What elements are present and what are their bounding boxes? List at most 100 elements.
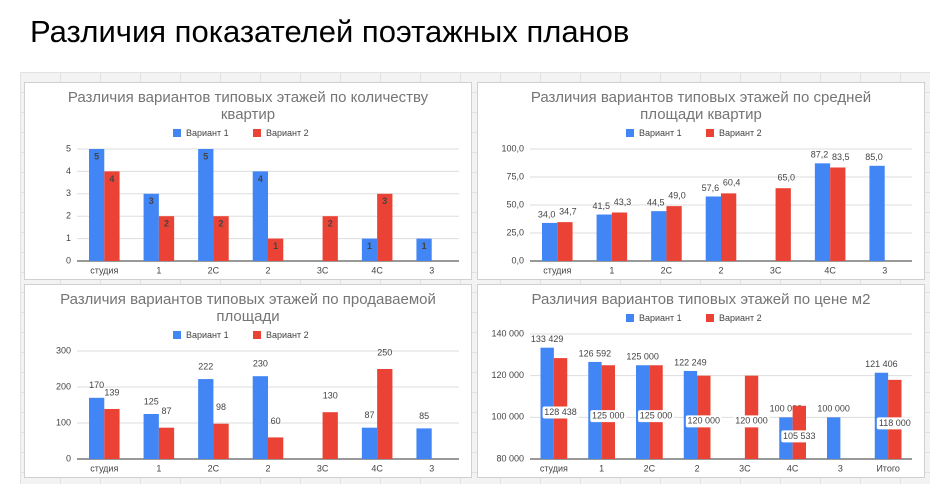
data-label: 120 000 <box>688 416 721 426</box>
legend-swatch <box>706 314 714 322</box>
chart-title: Различия вариантов типовых этажей по про… <box>60 291 436 325</box>
legend-label: Вариант 1 <box>639 313 682 323</box>
x-tick-label: 1 <box>609 265 614 275</box>
x-tick-label: 2 <box>718 265 723 275</box>
y-tick-label: 0 <box>66 453 71 463</box>
bar <box>814 163 831 261</box>
data-label: 125 <box>144 396 159 406</box>
bar <box>361 427 378 459</box>
data-label: 100 000 <box>770 404 803 414</box>
data-label: 3 <box>382 196 387 206</box>
bar <box>869 165 885 261</box>
bar <box>542 222 558 261</box>
bar <box>213 216 229 261</box>
data-label: 5 <box>94 151 99 161</box>
data-label: 85,0 <box>865 152 883 162</box>
legend-label: Вариант 2 <box>719 128 762 138</box>
x-tick-label: 2С <box>208 265 220 275</box>
data-label: 41,5 <box>592 201 610 211</box>
y-tick-label: 300 <box>56 345 71 355</box>
y-tick-label: 25,0 <box>506 227 524 237</box>
y-tick-label: 100 000 <box>491 412 524 422</box>
data-label: 118 000 <box>879 418 911 428</box>
bar <box>540 347 554 459</box>
y-tick-label: 2 <box>66 211 71 221</box>
data-label: 133 429 <box>531 334 564 344</box>
x-tick-label: 3С <box>317 463 329 473</box>
data-label-box <box>685 415 722 428</box>
legend-label: Вариант 1 <box>186 128 229 138</box>
chart-panel: Различия вариантов типовых этажей по цен… <box>477 284 925 478</box>
data-label: 126 592 <box>579 348 612 358</box>
x-tick-label: 1 <box>599 463 604 473</box>
y-tick-label: 50,0 <box>506 199 524 209</box>
bar <box>705 196 721 261</box>
bar <box>377 369 393 459</box>
data-label: 60,4 <box>723 178 741 188</box>
legend-swatch <box>626 129 634 137</box>
x-tick-label: 2С <box>208 463 220 473</box>
chart: Вариант 1 Вариант 2 0 1 2 3 4 5 студия 1 2С 2 3С 4С 3 5… <box>66 128 459 275</box>
data-label: 2 <box>164 219 169 229</box>
bar <box>377 193 393 261</box>
bar <box>596 214 612 261</box>
x-tick-label: студия <box>90 463 118 473</box>
legend-swatch <box>706 129 714 137</box>
chart-panel: Различия вариантов типовых этажей по про… <box>24 284 472 478</box>
x-tick-label: 2С <box>644 463 656 473</box>
data-label-box <box>876 417 913 430</box>
bar <box>874 372 889 459</box>
data-label: 85 <box>419 411 429 421</box>
bar <box>268 238 284 261</box>
bar <box>158 427 175 459</box>
legend-label: Вариант 2 <box>266 128 309 138</box>
x-tick-label: 2 <box>265 265 270 275</box>
legend-swatch <box>173 331 181 339</box>
chart-title: Различия вариантов типовых этажей по цен… <box>531 291 871 308</box>
data-label: 139 <box>104 387 119 397</box>
bar <box>416 238 432 261</box>
data-label: 250 <box>377 347 392 357</box>
data-label: 1 <box>422 241 427 251</box>
x-tick-label: 2 <box>695 463 700 473</box>
data-label: 121 406 <box>865 359 898 369</box>
data-label: 4 <box>109 174 114 184</box>
y-tick-label: 3 <box>66 188 71 198</box>
x-tick-label: 1 <box>156 265 161 275</box>
bar <box>666 206 682 261</box>
data-label-box <box>638 410 675 423</box>
data-label-box <box>733 415 770 428</box>
data-label: 122 249 <box>674 357 707 367</box>
data-label: 120 000 <box>735 416 768 426</box>
x-tick-label: 3 <box>429 463 434 473</box>
data-label: 87 <box>364 410 374 420</box>
data-label: 125 000 <box>592 411 625 421</box>
data-label: 5 <box>203 151 208 161</box>
data-label: 83,5 <box>832 152 850 162</box>
data-label: 87,2 <box>811 150 829 160</box>
bar <box>252 171 268 261</box>
chart-title: Различия вариантов типовых этажей по кол… <box>67 89 429 123</box>
data-label: 170 <box>89 380 104 390</box>
bar <box>213 423 229 459</box>
page-title: Различия показателей поэтажных планов <box>30 14 630 49</box>
chart-title: Различия вариантов типовых этажей по сре… <box>530 89 872 123</box>
data-label-box <box>590 410 627 423</box>
bar <box>252 376 268 459</box>
x-tick-label: 3 <box>882 265 887 275</box>
data-label: 105 533 <box>783 431 816 441</box>
data-label: 1 <box>367 241 372 251</box>
data-label: 34,0 <box>538 209 556 219</box>
bar <box>143 414 159 459</box>
data-label: 2 <box>328 219 333 229</box>
x-tick-label: 2С <box>661 265 673 275</box>
data-label: 60 <box>271 416 281 426</box>
bar <box>198 149 214 261</box>
data-label: 130 <box>323 391 338 401</box>
bar <box>322 216 338 261</box>
bar <box>143 193 159 261</box>
legend-swatch <box>626 314 634 322</box>
chart-panel: Различия вариантов типовых этажей по сре… <box>477 82 925 280</box>
bar <box>775 188 791 261</box>
data-label: 100 000 <box>817 404 850 414</box>
